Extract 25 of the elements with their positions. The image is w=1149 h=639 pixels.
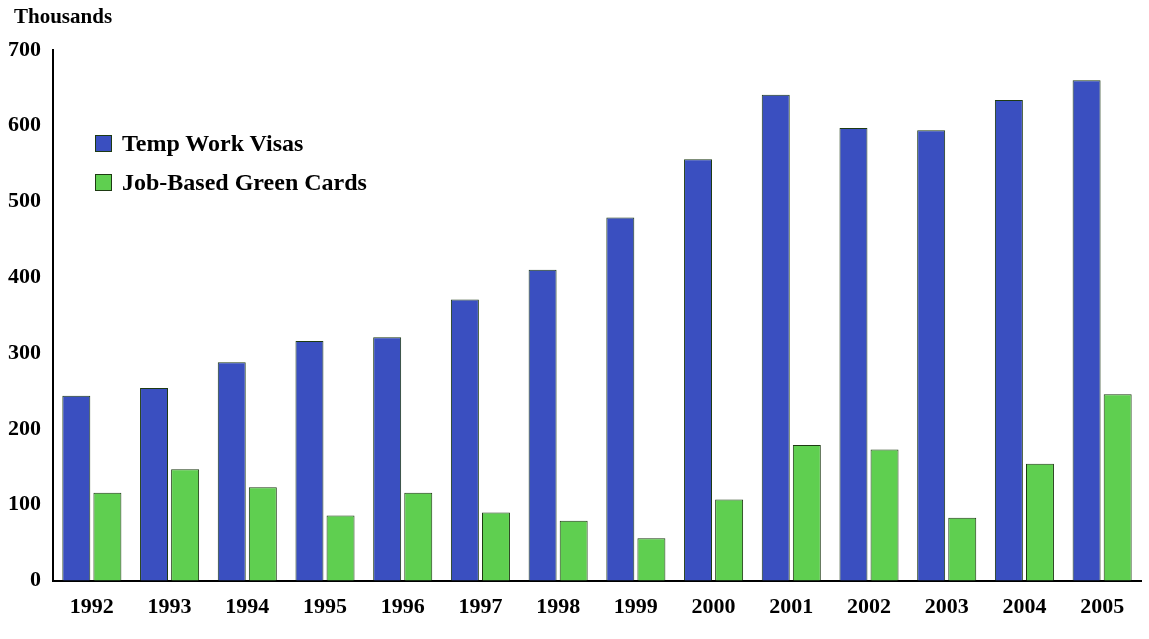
y-tick-label: 500	[8, 187, 41, 213]
y-tick-label: 100	[8, 490, 41, 516]
x-tick-label: 2001	[769, 593, 814, 619]
y-tick-label: 600	[8, 111, 41, 137]
y-tick-label: 0	[30, 566, 41, 592]
x-tick-label: 2004	[1002, 593, 1047, 619]
x-tick-label: 1994	[225, 593, 270, 619]
legend-label: Job-Based Green Cards	[122, 169, 367, 196]
y-tick-label: 200	[8, 414, 41, 440]
x-tick-label: 2005	[1080, 593, 1125, 619]
x-tick-label: 1997	[458, 593, 503, 619]
x-tick-label: 1995	[303, 593, 347, 619]
y-tick-label: 300	[8, 338, 41, 364]
x-tick-label: 1996	[380, 593, 425, 619]
x-tick-label: 2002	[847, 593, 891, 619]
x-tick-label: 1993	[147, 593, 192, 619]
x-tick-label: 2000	[691, 593, 736, 619]
x-tick-label: 1999	[613, 593, 658, 619]
x-tick-label: 1992	[69, 593, 114, 619]
legend-label: Temp Work Visas	[122, 130, 304, 157]
y-tick-label: 700	[8, 35, 41, 61]
x-tick-label: 1998	[536, 593, 581, 619]
y-axis-title: Thousands	[14, 4, 113, 29]
y-tick-label: 400	[8, 263, 41, 289]
x-tick-label: 2003	[924, 593, 969, 619]
